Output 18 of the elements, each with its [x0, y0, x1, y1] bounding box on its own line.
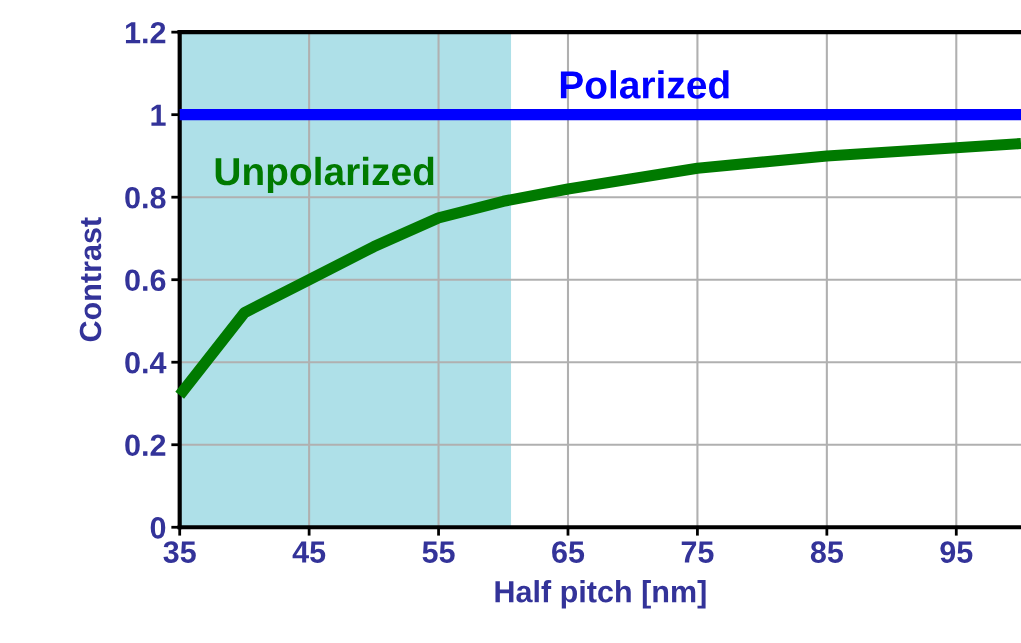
y-tick-label: 0.2 — [125, 434, 166, 457]
x-tick-label: 85 — [810, 541, 843, 563]
y-tick-label: 1 — [151, 104, 166, 126]
x-axis-title: Half pitch [nm] — [495, 580, 706, 609]
series-label: Polarized — [560, 70, 729, 99]
x-tick-label: 75 — [681, 541, 714, 563]
x-tick-label: 65 — [552, 541, 585, 563]
y-tick-label: 0.4 — [125, 351, 167, 374]
y-tick-label: 1.2 — [125, 21, 166, 44]
x-tick-label: 35 — [163, 541, 196, 563]
series-label: Unpolarized — [215, 156, 434, 194]
y-axis-title: Contrast — [79, 217, 102, 342]
x-tick-label: 55 — [422, 541, 455, 563]
y-tick-label: 0.6 — [125, 269, 166, 292]
y-tick-label: 0 — [150, 517, 166, 539]
y-tick-label: 0.8 — [125, 186, 166, 209]
x-tick-label: 45 — [292, 541, 326, 563]
x-tick-label: 95 — [940, 541, 973, 563]
